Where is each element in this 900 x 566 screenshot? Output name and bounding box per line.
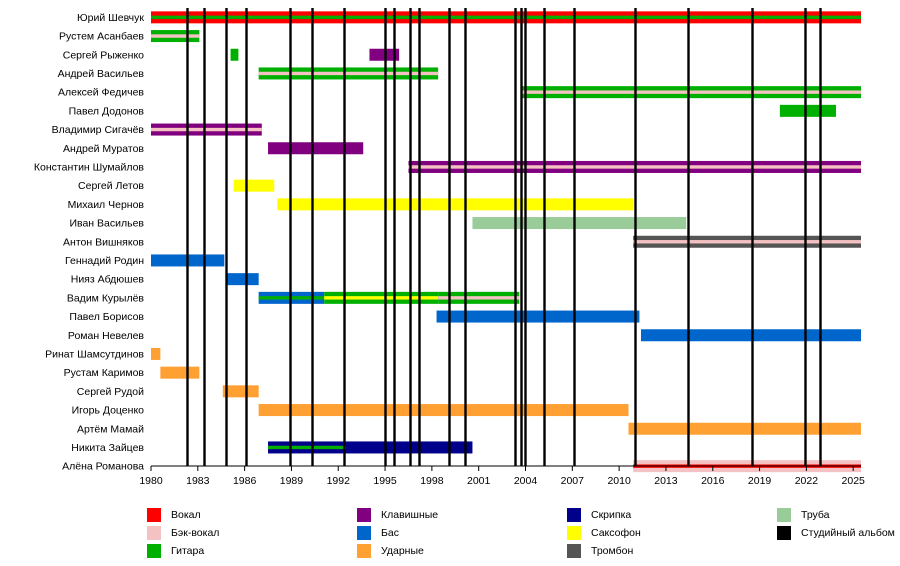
member-bar-secondary: [438, 296, 520, 300]
member-name: Владимир Сигачёв: [52, 124, 145, 136]
member-bar: [225, 273, 259, 286]
x-tick-label: 1992: [327, 475, 351, 487]
member-bar-secondary: [324, 296, 439, 300]
member-bar: [277, 198, 634, 211]
member-bar: [779, 104, 837, 117]
x-tick-label: 1989: [280, 475, 304, 487]
member-bar-secondary: [633, 240, 861, 244]
member-bar: [369, 48, 400, 61]
member-name: Алексей Федичев: [58, 87, 144, 99]
x-tick-label: 2025: [842, 475, 866, 487]
member-name: Геннадий Родин: [65, 255, 144, 267]
album-lines: [186, 8, 822, 466]
x-tick-label: 2016: [701, 475, 725, 487]
member-name: Никита Зайцев: [71, 442, 144, 454]
x-tick-label: 1980: [139, 475, 163, 487]
member-names: Юрий Шевчук Рустем Асанбаев Сергей Рыженко…: [34, 12, 144, 473]
x-tick-label: 1986: [233, 475, 257, 487]
member-bar-secondary: [522, 90, 861, 94]
member-name: Андрей Васильев: [58, 68, 145, 80]
x-tick-label: 2004: [514, 475, 538, 487]
member-bar-secondary: [151, 34, 200, 38]
member-name: Сергей Рудой: [77, 386, 144, 398]
x-tick-label: 1998: [420, 475, 444, 487]
member-name: Рустам Каримов: [64, 367, 145, 379]
member-bar: [151, 347, 161, 360]
member-bar-secondary: [258, 71, 439, 76]
member-name: Михаил Чернов: [68, 199, 145, 211]
member-bar: [640, 329, 861, 342]
member-name: Иван Васильев: [69, 218, 144, 230]
x-tick-label: 2022: [795, 475, 819, 487]
member-bar-secondary: [151, 127, 262, 132]
member-name: Игорь Доценко: [72, 405, 145, 417]
member-bar: [230, 48, 239, 61]
member-name: Константин Шумайлов: [34, 161, 144, 173]
x-tick-label: 2019: [748, 475, 772, 487]
x-tick-label: 1983: [186, 475, 210, 487]
member-name: Антон Вишняков: [63, 236, 144, 248]
member-bar: [268, 441, 473, 454]
member-name: Юрий Шевчук: [77, 12, 144, 24]
x-tick-label: 1995: [373, 475, 397, 487]
member-name: Вадим Курылёв: [67, 292, 145, 304]
member-name: Алёна Романова: [62, 461, 144, 473]
member-name: Сергей Рыженко: [63, 49, 144, 61]
member-bar: [258, 404, 629, 417]
x-tick-label: 2010: [607, 475, 631, 487]
member-name: Павел Додонов: [69, 105, 145, 117]
member-bar: [472, 217, 687, 230]
member-bar: [233, 179, 275, 192]
x-tick-label: 2007: [561, 475, 585, 487]
member-bar: [628, 422, 861, 435]
member-name: Рустем Асанбаев: [59, 31, 144, 43]
member-name: Нияз Абдюшев: [71, 274, 145, 286]
member-bar: [222, 385, 259, 398]
member-bar: [268, 142, 364, 155]
x-axis: 1980 1983 1986 1989 1992 1995 1998 2001 2004 2007…: [139, 465, 866, 487]
member-name: Андрей Муратов: [63, 143, 144, 155]
member-bar-secondary: [268, 445, 347, 450]
member-name: Сергей Летов: [78, 180, 144, 192]
member-name: Роман Невелев: [68, 330, 144, 342]
member-name: Ринат Шамсутдинов: [45, 348, 144, 360]
x-tick-label: 2001: [467, 475, 491, 487]
x-tick-label: 2013: [654, 475, 678, 487]
member-name: Артём Мамай: [77, 423, 144, 435]
member-bar: [160, 366, 200, 379]
member-bar: [436, 310, 640, 323]
member-name: Павел Борисов: [69, 311, 144, 323]
member-bar-secondary: [151, 15, 861, 20]
